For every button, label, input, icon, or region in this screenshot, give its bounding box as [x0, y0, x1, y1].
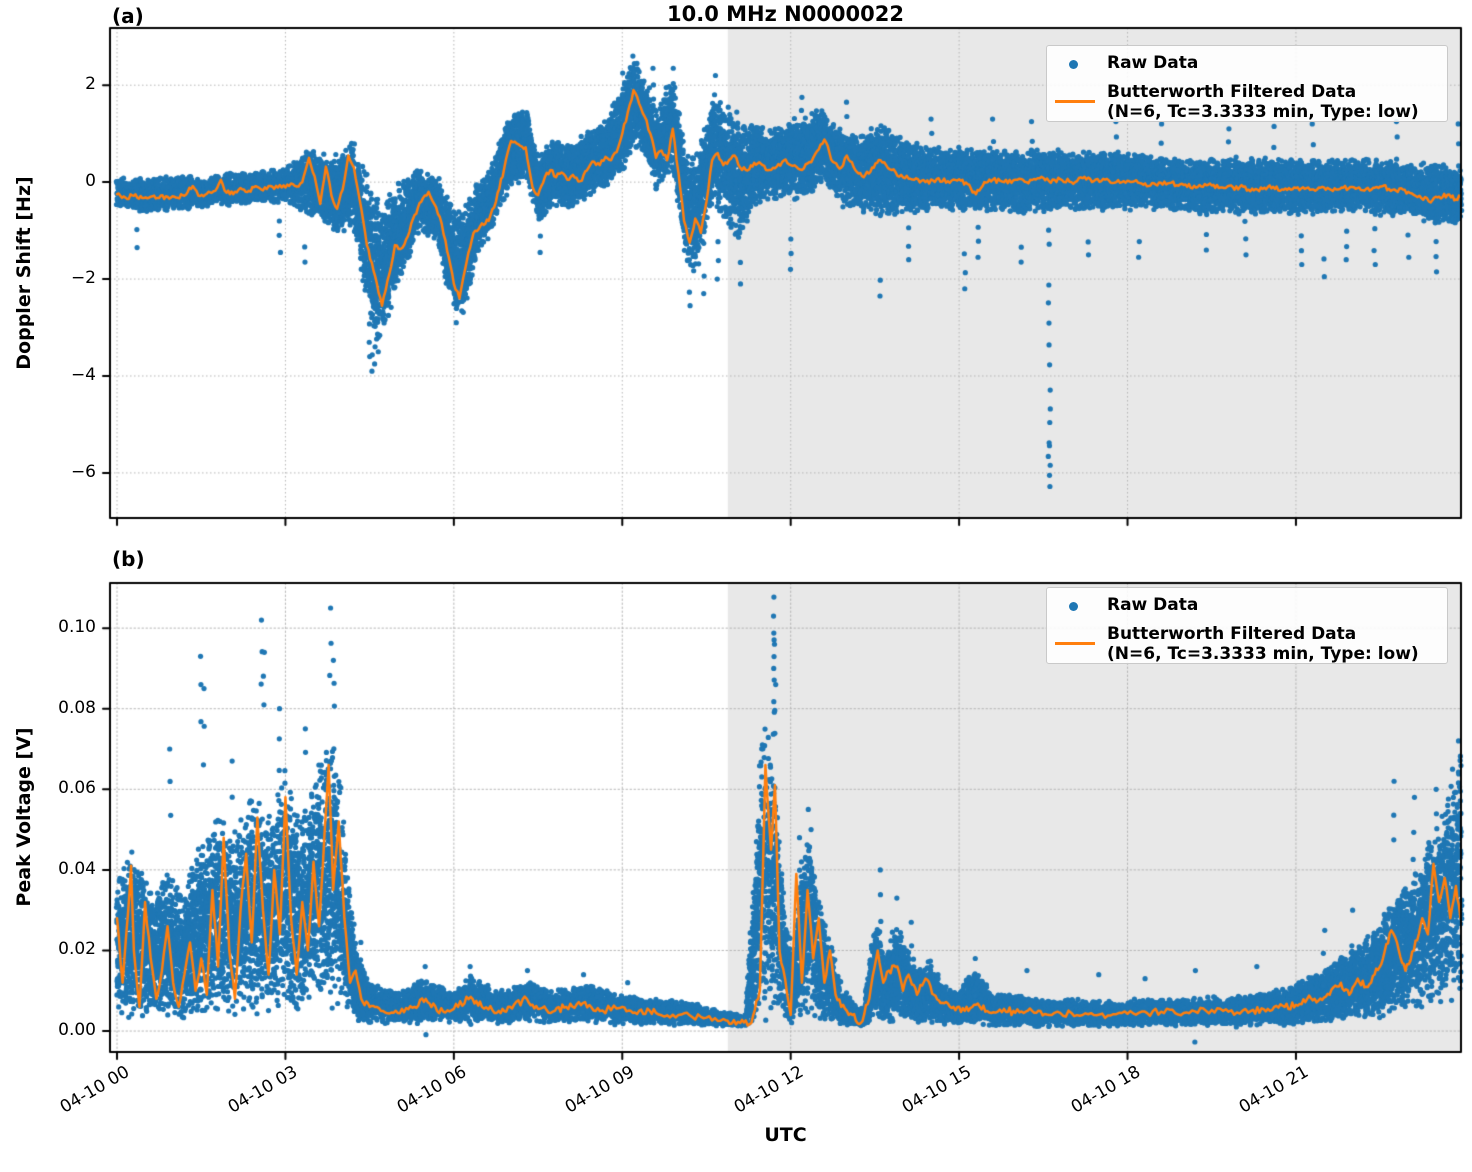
y-tick-label: 0.06: [58, 778, 96, 799]
y-tick-label: 0: [85, 171, 96, 192]
raw-data-marker-icon: [1069, 60, 1078, 69]
y-tick-label: −2: [70, 268, 96, 289]
panel-b-label: (b): [112, 547, 145, 571]
raw-data-marker-icon: [1069, 602, 1078, 611]
y-tick-label: 0.00: [58, 1020, 96, 1041]
y-tick-label: −6: [70, 461, 96, 482]
y-tick-label: −4: [70, 364, 96, 385]
x-axis-title: UTC: [764, 1124, 807, 1146]
filtered-line-icon: [1055, 642, 1095, 645]
legend-filtered-label-line1: Butterworth Filtered Data: [1107, 82, 1357, 102]
y-tick-label: 0.04: [58, 858, 96, 879]
y-tick-label: 0.10: [58, 617, 96, 638]
panel-b-y-axis-title: Peak Voltage [V]: [13, 727, 35, 907]
legend-filtered-label-line2: (N=6, Tc=3.3333 min, Type: low): [1107, 102, 1419, 122]
legend-filtered-label-line2: (N=6, Tc=3.3333 min, Type: low): [1107, 644, 1419, 664]
panel-a-label: (a): [112, 4, 144, 28]
legend-raw-label: Raw Data: [1107, 53, 1199, 73]
y-tick-label: 0.02: [58, 939, 96, 960]
panel-a-legend: Raw Data Butterworth Filtered Data (N=6,…: [1046, 45, 1448, 122]
panel-b-legend: Raw Data Butterworth Filtered Data (N=6,…: [1046, 587, 1448, 664]
filtered-line-icon: [1055, 100, 1095, 103]
panel-a-y-axis-title: Doppler Shift [Hz]: [13, 176, 35, 370]
legend-filtered-label-line1: Butterworth Filtered Data: [1107, 624, 1357, 644]
legend-raw-label: Raw Data: [1107, 595, 1199, 615]
y-tick-label: 0.08: [58, 697, 96, 718]
chart-title: 10.0 MHz N0000022: [667, 2, 904, 26]
y-tick-label: 2: [85, 74, 96, 95]
